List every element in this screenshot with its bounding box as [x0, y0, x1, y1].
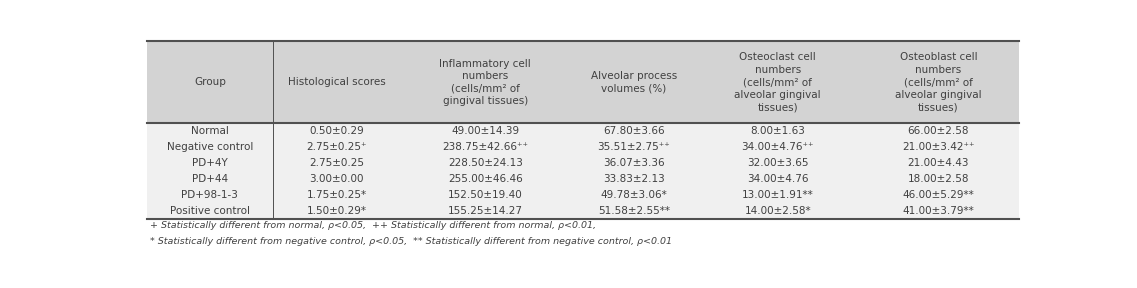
Text: 2.75±0.25⁺: 2.75±0.25⁺: [306, 142, 367, 152]
Text: 46.00±5.29**: 46.00±5.29**: [903, 190, 974, 200]
Text: * Statistically different from negative control, ρ<0.05,  ** Statistically diffe: * Statistically different from negative …: [150, 237, 672, 246]
Text: 155.25±14.27: 155.25±14.27: [448, 206, 523, 216]
Text: Negative control: Negative control: [167, 142, 254, 152]
Text: 41.00±3.79**: 41.00±3.79**: [903, 206, 974, 216]
Text: 0.50±0.29: 0.50±0.29: [309, 126, 364, 136]
Text: 51.58±2.55**: 51.58±2.55**: [598, 206, 670, 216]
Text: 32.00±3.65: 32.00±3.65: [747, 158, 808, 168]
Text: 255.00±46.46: 255.00±46.46: [448, 174, 523, 184]
Text: 14.00±2.58*: 14.00±2.58*: [745, 206, 811, 216]
Text: 8.00±1.63: 8.00±1.63: [750, 126, 805, 136]
Bar: [147, 187, 1019, 203]
Text: 66.00±2.58: 66.00±2.58: [907, 126, 969, 136]
Bar: [147, 155, 1019, 171]
Text: 21.00±3.42⁺⁺: 21.00±3.42⁺⁺: [903, 142, 974, 152]
Text: Osteoclast cell
numbers
(cells/mm² of
alveolar gingival
tissues): Osteoclast cell numbers (cells/mm² of al…: [735, 52, 821, 112]
Text: Alveolar process
volumes (%): Alveolar process volumes (%): [591, 71, 677, 93]
Text: 13.00±1.91**: 13.00±1.91**: [741, 190, 814, 200]
Text: 3.00±0.00: 3.00±0.00: [309, 174, 364, 184]
Text: 49.00±14.39: 49.00±14.39: [451, 126, 520, 136]
Bar: [147, 123, 1019, 139]
Text: 18.00±2.58: 18.00±2.58: [907, 174, 969, 184]
Text: 33.83±2.13: 33.83±2.13: [603, 174, 665, 184]
Bar: [147, 203, 1019, 219]
Text: 34.00±4.76: 34.00±4.76: [747, 174, 808, 184]
Text: Positive control: Positive control: [169, 206, 250, 216]
Text: + Statistically different from normal, ρ<0.05,  ++ Statistically different from : + Statistically different from normal, ρ…: [150, 221, 596, 230]
Text: 2.75±0.25: 2.75±0.25: [309, 158, 364, 168]
Text: 36.07±3.36: 36.07±3.36: [603, 158, 665, 168]
Text: 49.78±3.06*: 49.78±3.06*: [600, 190, 667, 200]
Text: PD+98-1-3: PD+98-1-3: [182, 190, 239, 200]
Text: PD+4Y: PD+4Y: [192, 158, 227, 168]
Text: 34.00±4.76⁺⁺: 34.00±4.76⁺⁺: [741, 142, 814, 152]
Text: 1.75±0.25*: 1.75±0.25*: [307, 190, 366, 200]
Bar: [147, 139, 1019, 155]
Text: Osteoblast cell
numbers
(cells/mm² of
alveolar gingival
tissues): Osteoblast cell numbers (cells/mm² of al…: [895, 52, 981, 112]
Text: Normal: Normal: [191, 126, 229, 136]
Text: Group: Group: [194, 77, 226, 87]
Text: Histological scores: Histological scores: [288, 77, 385, 87]
Bar: [147, 171, 1019, 187]
Text: 67.80±3.66: 67.80±3.66: [603, 126, 665, 136]
Text: PD+44: PD+44: [192, 174, 227, 184]
Text: 1.50±0.29*: 1.50±0.29*: [307, 206, 366, 216]
Text: 152.50±19.40: 152.50±19.40: [448, 190, 523, 200]
Text: 238.75±42.66⁺⁺: 238.75±42.66⁺⁺: [442, 142, 529, 152]
Text: 21.00±4.43: 21.00±4.43: [907, 158, 969, 168]
Text: 35.51±2.75⁺⁺: 35.51±2.75⁺⁺: [598, 142, 670, 152]
Text: Inflammatory cell
numbers
(cells/mm² of
gingival tissues): Inflammatory cell numbers (cells/mm² of …: [439, 59, 531, 106]
Text: 228.50±24.13: 228.50±24.13: [448, 158, 523, 168]
